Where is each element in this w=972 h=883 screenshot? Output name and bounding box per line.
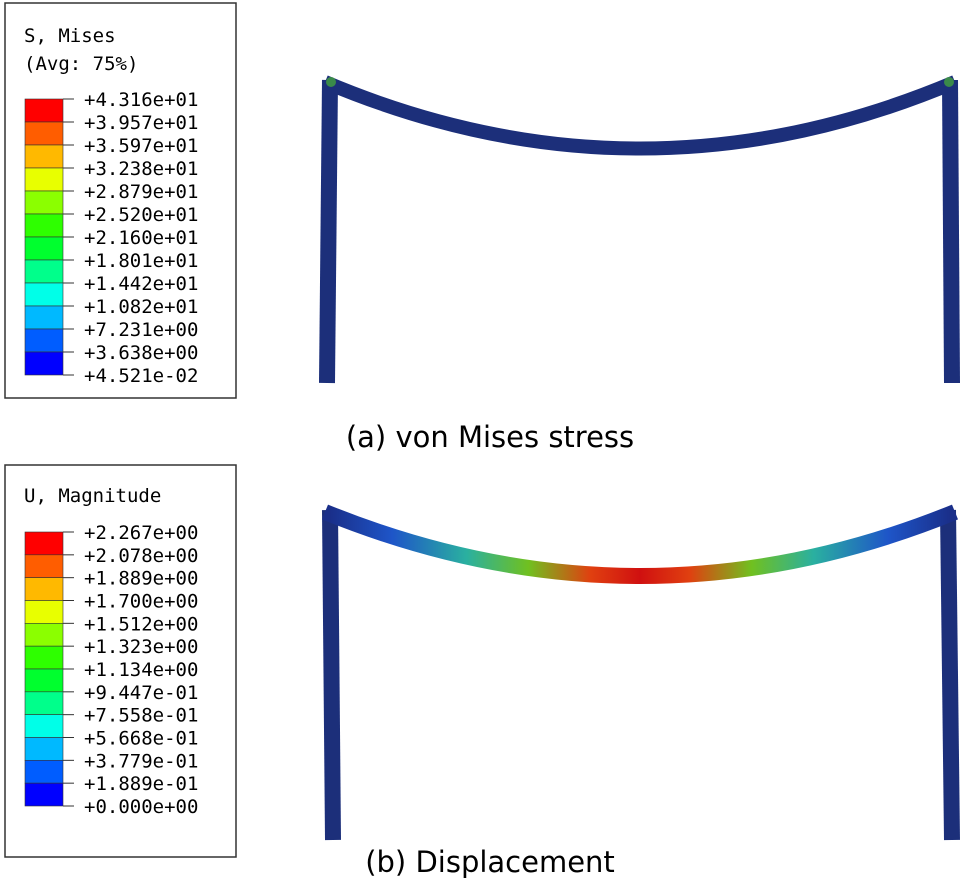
color-bin	[24, 305, 64, 330]
legend-label: +9.447e-01	[84, 682, 198, 704]
color-bin	[24, 668, 64, 693]
color-bin	[24, 144, 64, 169]
color-bin	[24, 328, 64, 353]
legend-label: +1.442e+01	[84, 273, 198, 295]
color-bin	[24, 190, 64, 215]
color-bin	[24, 760, 64, 784]
legend-label: +2.879e+01	[84, 181, 198, 203]
legend-label: +1.512e+00	[84, 613, 198, 635]
legend-label: +2.267e+00	[84, 522, 198, 544]
color-bin	[24, 121, 64, 146]
legend-title: S, Mises	[24, 25, 116, 47]
legend-title: U, Magnitude	[24, 485, 161, 507]
legend-label: +1.889e-01	[84, 773, 198, 795]
color-bin	[24, 259, 64, 284]
legend-label: +3.238e+01	[84, 158, 198, 180]
color-bin	[24, 600, 64, 624]
color-bin	[24, 782, 64, 807]
color-bin	[24, 167, 64, 192]
color-bin	[24, 554, 64, 578]
legend-label: +1.082e+01	[84, 296, 198, 318]
color-bin	[24, 577, 64, 601]
legend-label: +5.668e-01	[84, 728, 198, 750]
legend-label: +3.957e+01	[84, 112, 198, 134]
legend-label: +4.521e-02	[84, 365, 198, 387]
legend-label: +1.134e+00	[84, 659, 198, 681]
caption: (b) Displacement	[365, 845, 615, 879]
color-bin	[24, 282, 64, 307]
legend-title: (Avg: 75%)	[24, 53, 138, 75]
legend-label: +2.520e+01	[84, 204, 198, 226]
legend-label: +7.558e-01	[84, 705, 198, 727]
frame-a	[319, 75, 960, 384]
color-bin	[24, 351, 64, 376]
color-bin	[24, 737, 64, 761]
color-bin	[24, 213, 64, 238]
color-bin	[24, 623, 64, 647]
legend-label: +4.316e+01	[84, 89, 198, 111]
legend-label: +7.231e+00	[84, 319, 198, 341]
legend-label: +1.801e+01	[84, 250, 198, 272]
color-bin	[24, 236, 64, 261]
legend-label: +1.889e+00	[84, 568, 198, 590]
color-bin	[24, 645, 64, 670]
color-bin	[24, 98, 64, 123]
color-bin	[24, 531, 64, 556]
legend-label: +1.700e+00	[84, 591, 198, 613]
legend-label: +2.078e+00	[84, 545, 198, 567]
legend-label: +0.000e+00	[84, 796, 198, 818]
color-bin	[24, 691, 64, 715]
caption: (a) von Mises stress	[346, 420, 634, 454]
legend-label: +2.160e+01	[84, 227, 198, 249]
legend-label: +3.638e+00	[84, 342, 198, 364]
legend-label: +1.323e+00	[84, 636, 198, 658]
frame-b	[321, 504, 960, 841]
legend-label: +3.779e-01	[84, 750, 198, 772]
legend-label: +3.597e+01	[84, 135, 198, 157]
color-bin	[24, 714, 64, 738]
